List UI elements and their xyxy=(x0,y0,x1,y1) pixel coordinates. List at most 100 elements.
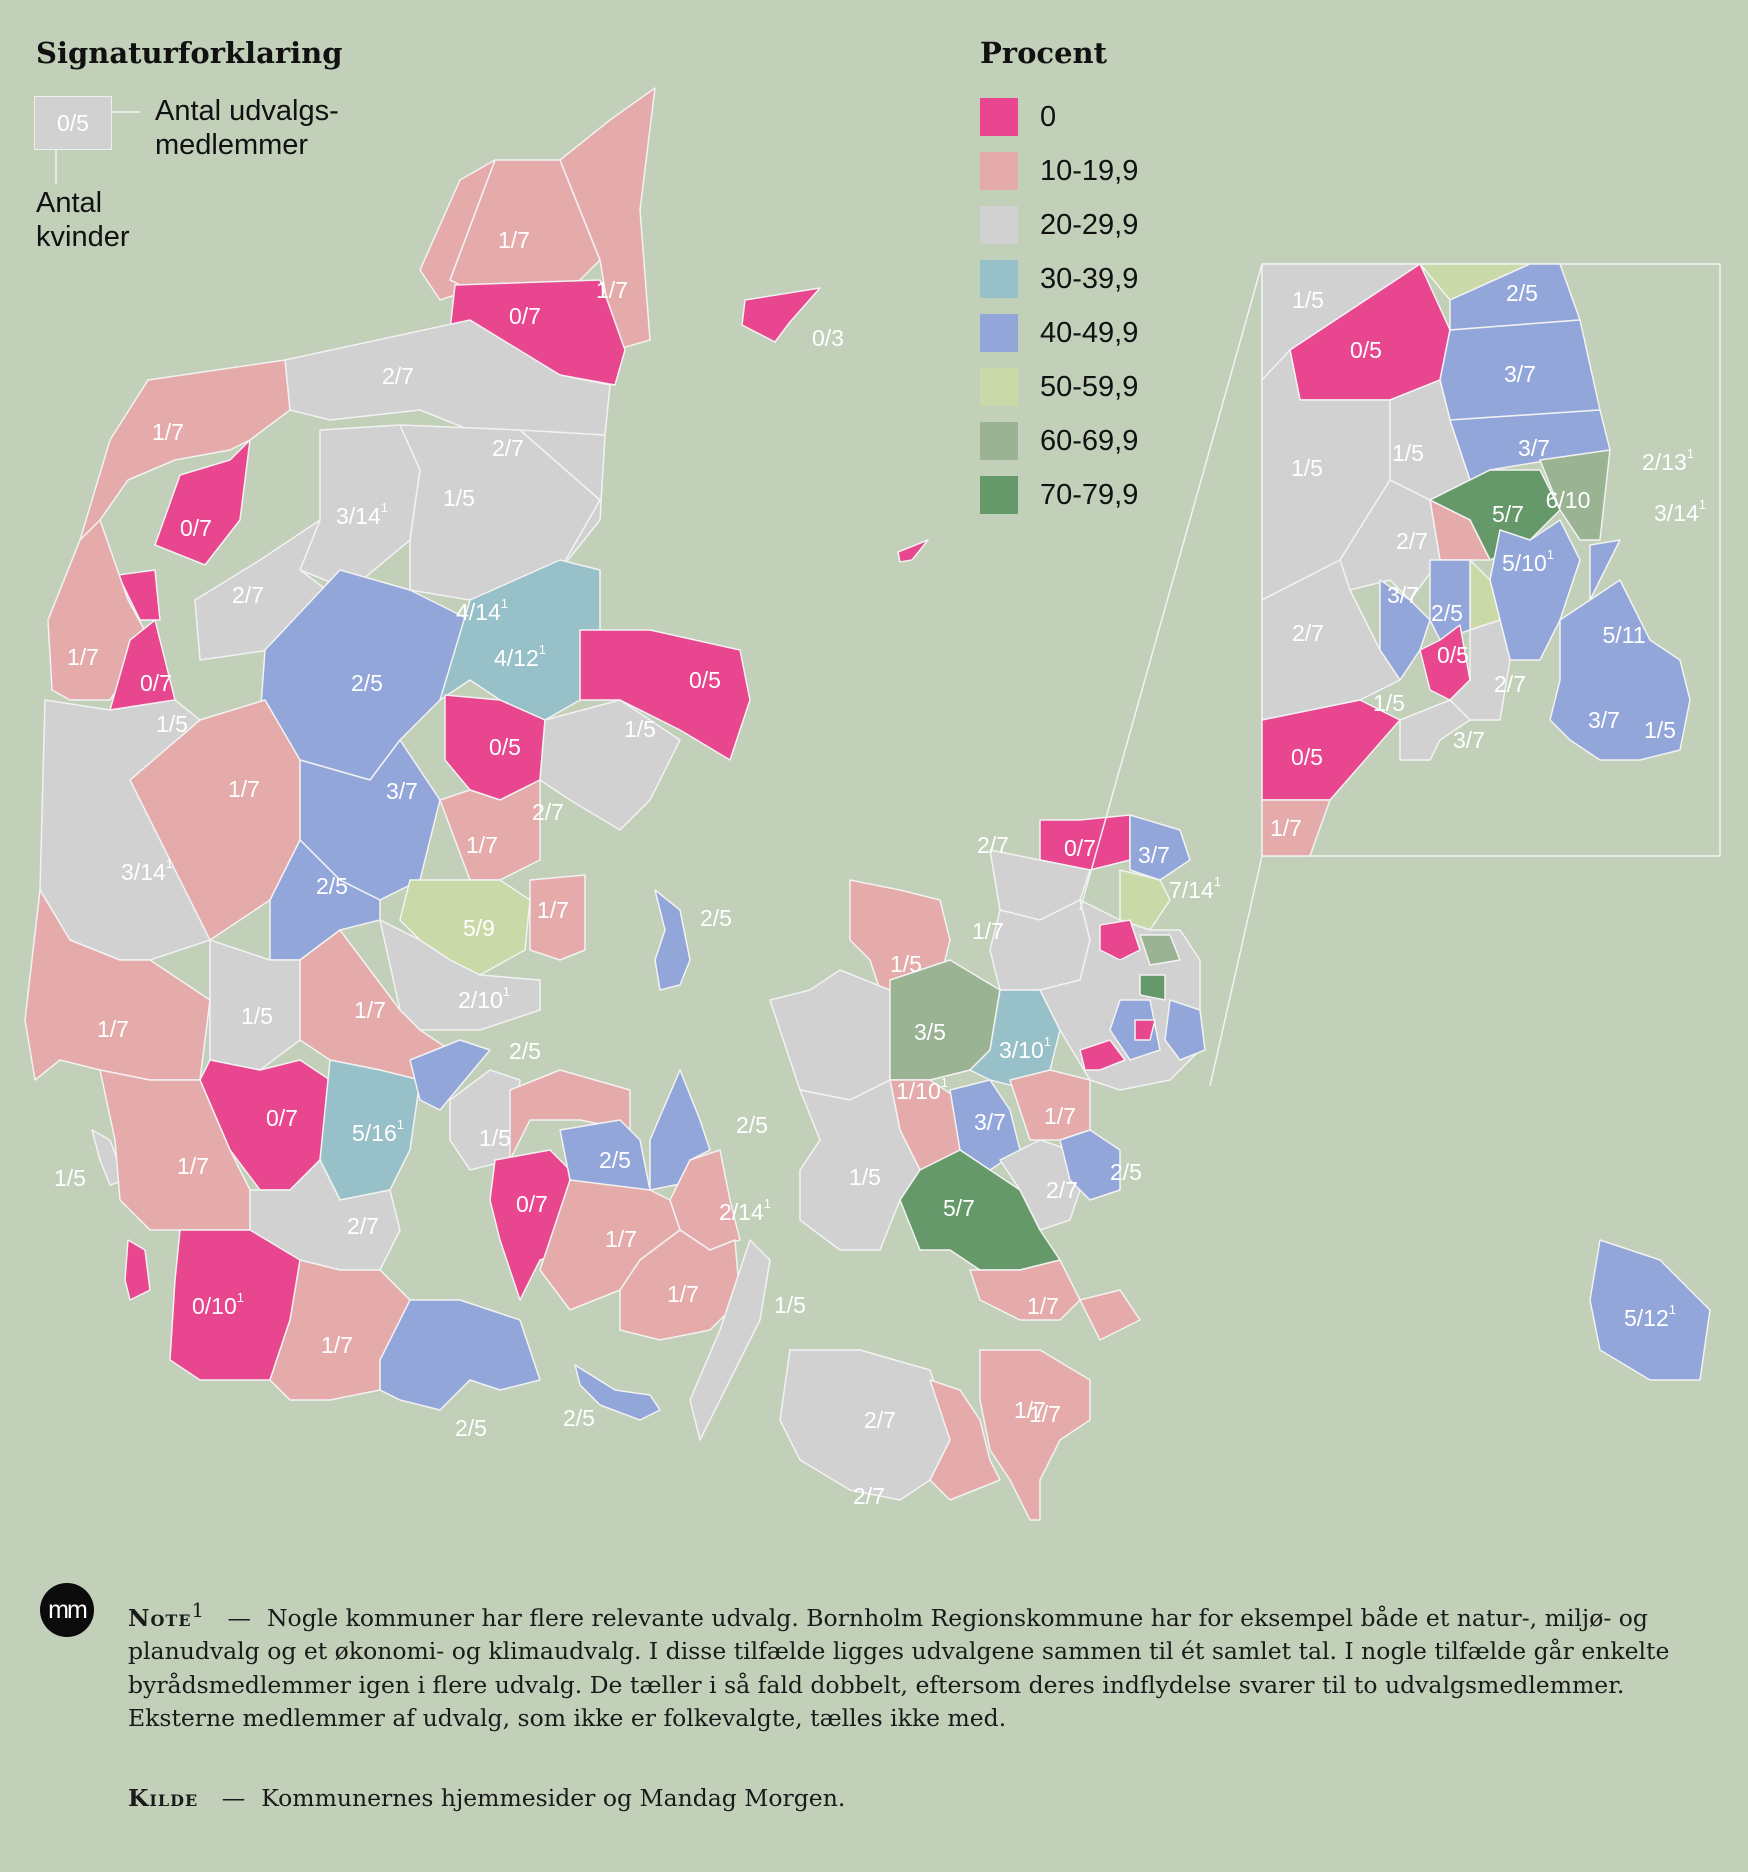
municipality-footnote-mark: 1 xyxy=(237,1290,244,1305)
municipality-footnote-mark: 1 xyxy=(764,1196,771,1211)
municipality-value: 4/12 xyxy=(494,645,539,671)
inset-municipality-label: 2/7 xyxy=(1292,620,1324,646)
municipality-struer[interactable] xyxy=(117,569,161,621)
municipality-assens[interactable] xyxy=(489,1149,581,1301)
municipality-cph-mini-1[interactable] xyxy=(1099,919,1141,961)
municipality-langeland[interactable] xyxy=(689,1239,771,1441)
municipality-value: 1/5 xyxy=(54,1165,86,1191)
municipality-cph-mini-5[interactable] xyxy=(1134,1019,1156,1041)
municipality-mariagerfjord[interactable] xyxy=(519,429,606,571)
percent-legend-item: 60-69,9 xyxy=(980,414,1138,468)
municipality-skanderborg[interactable] xyxy=(399,879,531,976)
municipality-lemvig[interactable] xyxy=(47,519,151,701)
inset-municipality-label: 3/7 xyxy=(1518,435,1550,461)
municipality-value: 1/7 xyxy=(354,997,386,1023)
municipality-value: 2/7 xyxy=(864,1407,896,1433)
municipality-value: 3/7 xyxy=(1138,842,1170,868)
municipality-label: 1/5 xyxy=(443,485,475,511)
municipality-vordingborg[interactable] xyxy=(969,1259,1081,1321)
inset-area-19[interactable] xyxy=(1549,579,1691,761)
municipality-syddjurs[interactable] xyxy=(539,699,681,831)
legend-sample-box: 0/5 xyxy=(34,96,112,150)
legend-item-label: 40-49,9 xyxy=(1040,316,1139,349)
municipality-aeroe[interactable] xyxy=(574,1364,661,1421)
municipality-value: 2/7 xyxy=(232,582,264,608)
percent-legend-item: 40-49,9 xyxy=(980,306,1138,360)
inset-area-11[interactable] xyxy=(1589,539,1621,601)
municipality-frederikshavn[interactable] xyxy=(559,87,656,351)
municipality-samso[interactable] xyxy=(654,889,691,991)
municipality-footnote-mark: 1 xyxy=(1044,1034,1051,1049)
municipality-brande[interactable] xyxy=(209,939,301,1071)
municipality-label: 1/5 xyxy=(774,1292,806,1318)
municipality-morsoe[interactable] xyxy=(154,439,251,566)
municipality-label: 0/5 xyxy=(689,667,721,693)
percent-legend: 0 10-19,9 20-29,9 30-39,9 40-49,9 50-59,9 60-6… xyxy=(980,90,1138,522)
municipality-thisted[interactable] xyxy=(79,359,291,561)
inset-area-2[interactable] xyxy=(1449,263,1581,331)
inset-area-12[interactable] xyxy=(1339,479,1441,601)
municipality-footnote-mark: 1 xyxy=(501,596,508,611)
inset-municipality-footnote-mark: 1 xyxy=(1547,547,1554,562)
municipality-odder[interactable] xyxy=(529,874,586,961)
inset-municipality-label: 1/5 xyxy=(1392,440,1424,466)
legend-item-label: 20-29,9 xyxy=(1040,208,1139,241)
municipality-kerteminde[interactable] xyxy=(649,1069,711,1191)
municipality-cph-mini-2[interactable] xyxy=(1139,934,1181,966)
note-body: Nogle kommuner har flere relevante udval… xyxy=(128,1603,1670,1733)
municipality-cph-mini-3[interactable] xyxy=(1139,974,1166,1001)
inset-municipality-value: 0/5 xyxy=(1437,642,1469,668)
municipality-sonderborg[interactable] xyxy=(379,1299,541,1411)
municipality-norddjurs[interactable] xyxy=(579,629,751,761)
municipality-cph-mini-7[interactable] xyxy=(1079,1039,1126,1071)
municipality-label: 5/9 xyxy=(463,915,495,941)
municipality-value: 1/7 xyxy=(321,1332,353,1358)
municipality-label: 2/7 xyxy=(232,582,264,608)
municipality-laeso[interactable] xyxy=(741,287,821,343)
municipality-romoe[interactable] xyxy=(124,1239,151,1301)
municipality-helsingor[interactable] xyxy=(1129,814,1191,881)
municipality-bornholm[interactable] xyxy=(1589,1239,1711,1381)
municipality-label: 2/5 xyxy=(509,1038,541,1064)
municipality-anholt[interactable] xyxy=(897,539,929,563)
municipality-footnote-mark: 1 xyxy=(381,500,388,515)
inset-municipality-value: 5/7 xyxy=(1492,501,1524,527)
municipality-vordingborg-island[interactable] xyxy=(1079,1289,1141,1341)
municipality-fanoe[interactable] xyxy=(91,1129,126,1186)
municipality-value: 1/5 xyxy=(774,1292,806,1318)
municipality-slagelse[interactable] xyxy=(799,1079,921,1251)
legend-item-label: 30-39,9 xyxy=(1040,262,1139,295)
inset-area-22[interactable] xyxy=(1399,699,1471,761)
municipality-label: 1/7 xyxy=(596,277,628,303)
municipality-faxe[interactable] xyxy=(999,1139,1081,1231)
inset-area-18[interactable] xyxy=(1449,619,1511,721)
municipality-randers[interactable] xyxy=(439,559,601,721)
inset-municipality-label: 3/141 xyxy=(1654,497,1706,527)
percent-legend-title: Procent xyxy=(980,36,1108,70)
inset-area-21[interactable] xyxy=(1261,699,1401,801)
legend-swatch xyxy=(980,314,1018,352)
municipality-stevns[interactable] xyxy=(1059,1129,1121,1201)
municipality-jammerbugt-north[interactable] xyxy=(419,159,496,301)
municipality-value: 0/5 xyxy=(489,734,521,760)
municipality-fredensborg[interactable] xyxy=(1119,869,1171,931)
municipality-label: 1/5 xyxy=(241,1003,273,1029)
municipality-value: 2/5 xyxy=(455,1415,487,1441)
municipality-label: 3/5 xyxy=(914,1019,946,1045)
municipality-label: 1/5 xyxy=(624,716,656,742)
legend-title: Signaturforklaring xyxy=(36,36,343,70)
inset-area-23[interactable] xyxy=(1261,799,1331,857)
municipality-cph-mini-6[interactable] xyxy=(1164,999,1206,1061)
municipality-fredericia[interactable] xyxy=(409,1039,491,1111)
municipality-label: 0/7 xyxy=(266,1105,298,1131)
municipality-label: 1/5 xyxy=(156,711,188,737)
inset-municipality-label: 3/7 xyxy=(1453,727,1485,753)
inset-municipality-label: 0/5 xyxy=(1291,744,1323,770)
municipality-falster[interactable] xyxy=(979,1349,1091,1521)
municipality-label: 1/5 xyxy=(54,1165,86,1191)
municipality-label: 2/7 xyxy=(1046,1177,1078,1203)
percent-legend-item: 10-19,9 xyxy=(980,144,1138,198)
municipality-label: 1/7 xyxy=(498,227,530,253)
municipality-guldborgsund[interactable] xyxy=(929,1379,1001,1501)
inset-municipality-label: 3/7 xyxy=(1504,361,1536,387)
